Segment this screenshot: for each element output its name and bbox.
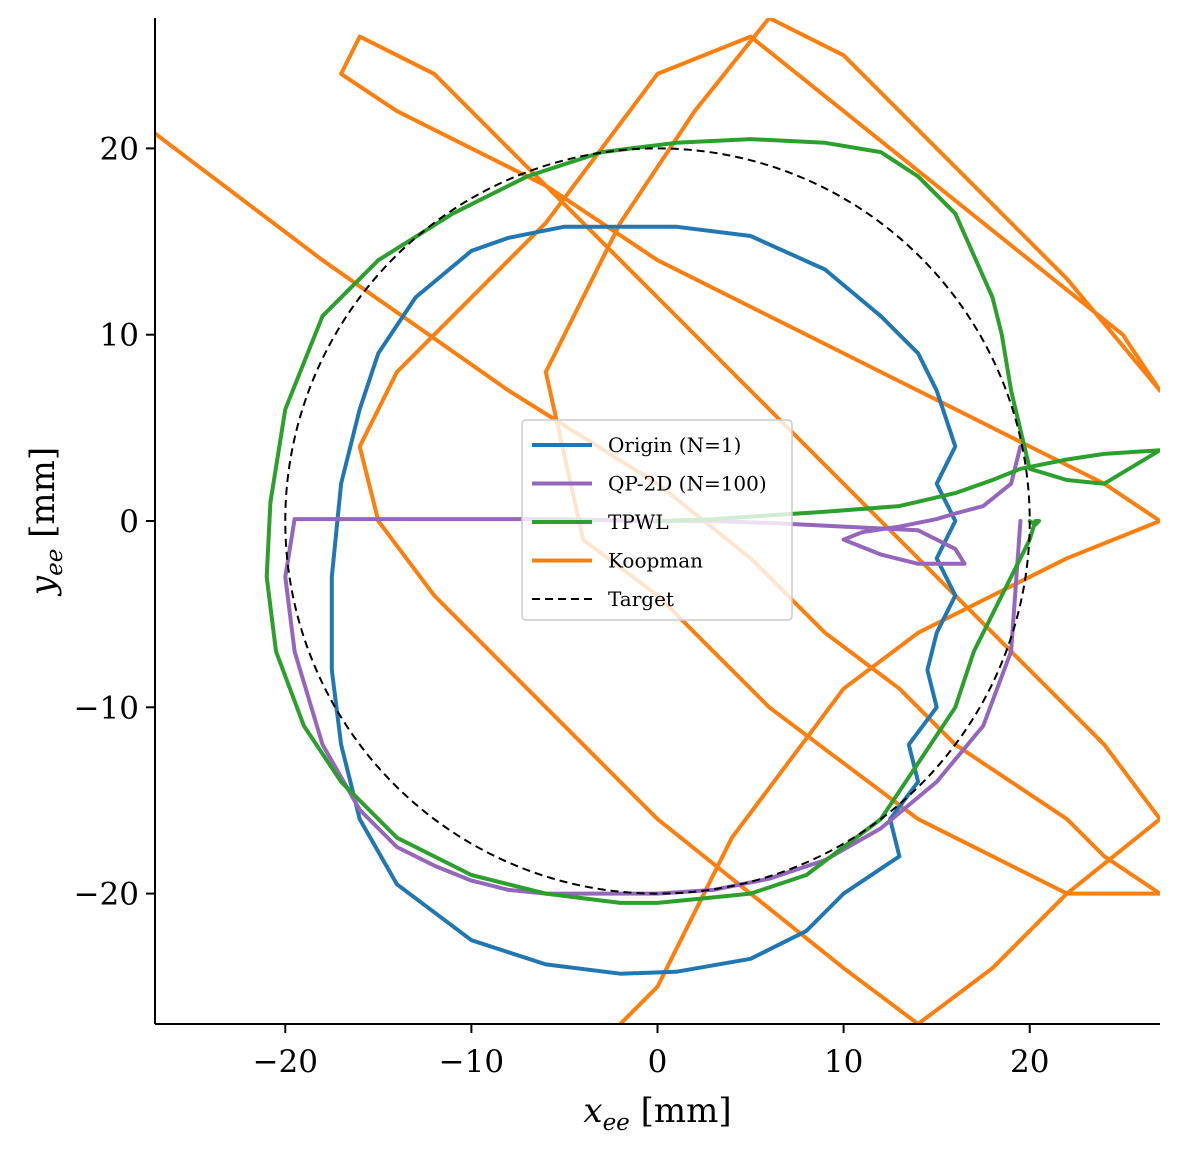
legend-label-qp-2d-n-100: QP-2D (N=100) <box>608 472 767 496</box>
y-tick-label: −10 <box>74 690 139 726</box>
series-layer <box>155 18 1160 1024</box>
series-origin-n-1-line <box>329 224 958 976</box>
x-tick-label: −10 <box>439 1044 504 1080</box>
y-tick-label: 10 <box>100 318 139 354</box>
y-tick-label: 0 <box>119 504 139 540</box>
axes-layer: −20 −10 0 10 20 −20 −10 0 10 20 xee [mm] yee [mm] <box>23 18 1160 1136</box>
series-tpwl-line <box>264 137 1160 905</box>
legend: Origin (N=1) QP-2D (N=100) TPWL Koopman Targ… <box>521 419 793 621</box>
legend-label-koopman: Koopman <box>608 549 703 573</box>
x-tick-label: −20 <box>253 1044 318 1080</box>
legend-label-origin-n-1: Origin (N=1) <box>608 433 741 457</box>
series-target-line <box>284 147 1031 895</box>
x-tick-label: 10 <box>824 1044 863 1080</box>
x-tick-label: 0 <box>648 1044 668 1080</box>
y-tick-label: −20 <box>74 877 139 913</box>
y-tick-label: 20 <box>100 131 139 167</box>
legend-label-tpwl: TPWL <box>608 510 669 534</box>
y-axis-label: yee [mm] <box>23 447 68 597</box>
x-tick-label: 20 <box>1010 1044 1049 1080</box>
legend-label-target: Target <box>608 587 674 611</box>
x-axis-label: xee [mm] <box>583 1091 731 1136</box>
series-koopman-line <box>155 18 1160 1024</box>
